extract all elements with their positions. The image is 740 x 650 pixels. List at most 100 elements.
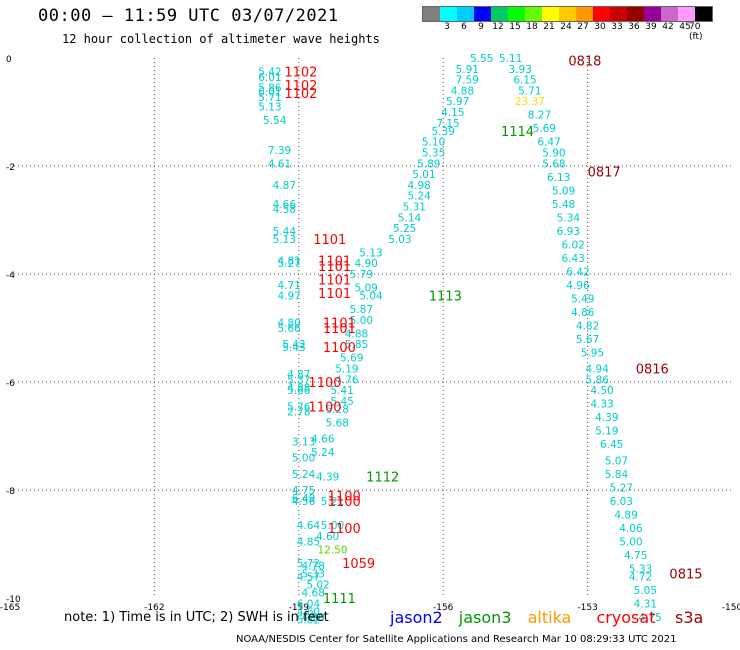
wave-height-label: 4.89 [614, 509, 637, 521]
wave-height-label: 5.19 [335, 364, 358, 376]
track-time-label: 1059 [342, 557, 375, 572]
color-scale-tick-label: 15 [509, 22, 521, 32]
wave-height-label: 5.69 [533, 123, 556, 135]
track-time-label: 1101 [323, 317, 356, 332]
x-tick-label: -159 [289, 603, 310, 613]
wave-height-label: 4.50 [590, 385, 613, 397]
wave-height-label: 4.87 [287, 369, 310, 381]
wave-height-label: 4.31 [634, 598, 657, 610]
wave-height-label: 5.48 [552, 199, 575, 211]
wave-height-label: 6.15 [513, 75, 536, 87]
wave-height-label: 4.60 [297, 607, 320, 619]
wave-height-label: 4.88 [451, 85, 474, 97]
wave-height-label: 5.27 [277, 258, 300, 270]
track-time-label: 1101 [318, 287, 351, 302]
color-swatch [457, 7, 474, 21]
wave-height-label: 5.19 [595, 426, 618, 438]
wave-height-label: 6.04 [297, 598, 321, 610]
track-time-label: 1102 [284, 87, 317, 102]
wave-height-label: 5.41 [330, 385, 353, 397]
wave-height-label: 5.24 [407, 191, 431, 203]
wave-height-label: 5.00 [321, 520, 344, 532]
wave-height-label: 5.21 [321, 496, 344, 508]
wave-height-label: 5.97 [446, 96, 469, 108]
wave-height-label: 5.03 [388, 234, 411, 246]
color-swatch [610, 7, 627, 21]
wave-height-label: 23.37 [515, 96, 545, 108]
wave-height-label: 6.13 [547, 172, 570, 184]
track-time-label: 1100 [323, 341, 356, 356]
wave-height-label: 4.60 [316, 531, 339, 543]
wave-height-label: 5.24 [311, 447, 335, 459]
track-time-label: 0818 [568, 55, 601, 70]
wave-height-label: 5.37 [287, 374, 310, 386]
wave-height-label: 6.45 [600, 439, 623, 451]
wave-height-label: 6.42 [566, 266, 589, 278]
wave-height-label: 8.27 [528, 110, 551, 122]
wave-height-label: 5.00 [292, 453, 315, 465]
wave-height-label: 5.66 [287, 385, 311, 397]
color-swatch [491, 7, 508, 21]
wave-height-label: 12.50 [317, 544, 347, 556]
track-time-label: 1113 [429, 290, 462, 305]
wave-height-label: 5.35 [422, 148, 445, 160]
color-swatch [695, 7, 712, 21]
wave-height-label: 7.39 [268, 145, 291, 157]
wave-height-label: 5.67 [576, 334, 599, 346]
wave-height-label: 5.45 [330, 396, 353, 408]
color-scale-tick-label: 9 [478, 22, 484, 32]
track-time-label: 1102 [284, 66, 317, 81]
color-scale-tick-label: 45 [679, 22, 691, 32]
wave-height-label: 6.49 [292, 493, 315, 505]
wave-height-label: 5.27 [610, 482, 633, 494]
wave-height-label: 3.13 [292, 436, 315, 448]
color-scale-tick-label: 36 [628, 22, 640, 32]
wave-height-label: 4.39 [316, 472, 339, 484]
wave-height-label: 4.06 [619, 523, 643, 535]
wave-height-label: 4.39 [595, 412, 618, 424]
wave-height-label: 4.71 [277, 280, 300, 292]
y-tick-label: -8 [6, 487, 15, 497]
wave-height-label: 4.78 [302, 561, 325, 573]
wave-height-label: 5.04 [359, 291, 383, 303]
wave-height-label: 5.49 [571, 293, 594, 305]
wave-height-label: 5.43 [282, 342, 305, 354]
track-time-label: 1101 [313, 233, 346, 248]
y-tick-label: -10 [6, 595, 21, 605]
wave-height-label: 5.33 [302, 569, 325, 581]
color-swatch [559, 7, 576, 21]
color-swatch [440, 7, 457, 21]
wave-height-label: 4.98 [407, 180, 430, 192]
wave-height-label: 5.01 [412, 169, 435, 181]
wave-height-label: 5.86 [586, 374, 610, 386]
track-time-label: 1100 [308, 400, 341, 415]
wave-height-label: 5.82 [297, 615, 320, 627]
wave-height-label: 5.68 [542, 158, 565, 170]
wave-height-label: 5.25 [393, 223, 416, 235]
wave-height-label: 5.90 [542, 148, 565, 160]
wave-height-label: 5.84 [605, 469, 629, 481]
wave-height-label: 4.64 [297, 520, 321, 532]
wave-height-label: 5.34 [557, 212, 581, 224]
legend-item-s3a: s3a [675, 608, 704, 627]
x-tick-label: -156 [433, 603, 454, 613]
wave-height-label: 5.28 [326, 404, 349, 416]
color-scale-tick-label: 3 [444, 22, 450, 32]
wave-height-label: 6.93 [557, 226, 580, 238]
x-tick-label: -150 [722, 603, 740, 613]
wave-height-label: 4.82 [576, 320, 599, 332]
legend-item-jason2: jason2 [390, 608, 443, 627]
wave-height-label: 5.54 [263, 115, 287, 127]
wave-height-label: 5.11 [499, 53, 522, 65]
color-scale-tick-label: 21 [543, 22, 555, 32]
wave-height-label: 4.33 [590, 399, 613, 411]
wave-height-label: 5.55 [470, 53, 493, 65]
x-tick-label: -165 [0, 603, 20, 613]
color-scale-ticks: 3 6 9 12 15 18 21 24 27 30 33 36 39 42 45 70 (ft) [422, 22, 728, 42]
wave-height-label: 5.13 [258, 102, 281, 114]
wave-height-label: 5.71 [258, 92, 281, 104]
wave-height-label: 5.95 [581, 347, 604, 359]
wave-height-label: 5.00 [619, 536, 642, 548]
wave-height-label: 5.89 [417, 158, 440, 170]
